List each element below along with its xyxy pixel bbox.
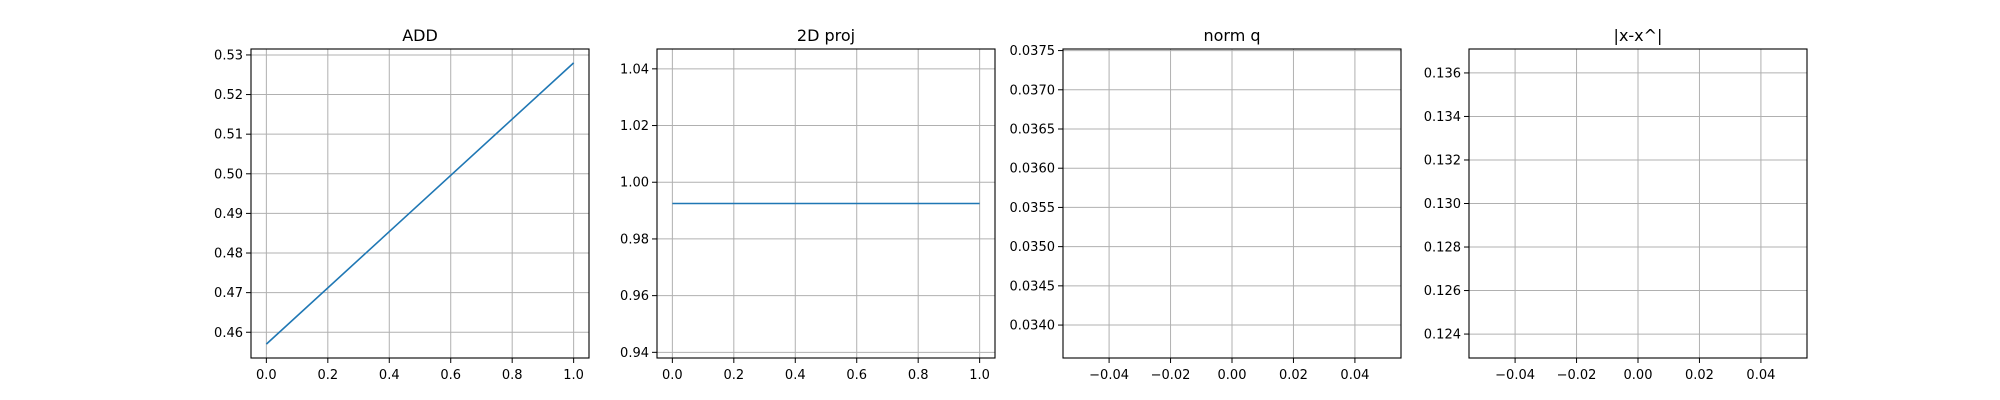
axes-frame	[250, 48, 590, 359]
x-tick-label: 0.0	[256, 368, 277, 383]
x-tick-label: 0.0	[662, 368, 683, 383]
y-tick-label: 0.126	[1424, 284, 1461, 299]
y-tick-label: 0.0360	[1010, 162, 1056, 177]
panel-title: |x-x^|	[1614, 26, 1663, 45]
chart-panel-2d-proj: 2D proj 0.0 0.2 0.4 0.6 0.8 1.0 0.94 0.96 0.98 1.…	[620, 26, 996, 383]
y-tick-label: 0.94	[620, 346, 649, 361]
x-tick-label: −0.02	[1557, 368, 1597, 383]
y-tick-label: 0.124	[1424, 328, 1461, 343]
chart-panel-abs-error: |x-x^| −0.04 −0.02 0.00 0.02 0.04 0.124 0.126 0…	[1424, 26, 1808, 383]
y-tick-label: 1.00	[620, 176, 649, 191]
x-tick-label: 0.6	[440, 368, 461, 383]
panel-title: ADD	[402, 26, 438, 45]
y-tick-label: 0.0375	[1010, 44, 1056, 59]
y-tick-label: 0.52	[214, 88, 243, 103]
x-tick-label: 0.04	[1746, 368, 1775, 383]
x-tick-label: 0.2	[723, 368, 744, 383]
y-tick-label: 0.50	[214, 167, 243, 182]
x-tick-label: 0.00	[1624, 368, 1653, 383]
x-tick-label: 0.4	[379, 368, 400, 383]
x-tick-label: 0.00	[1218, 368, 1247, 383]
y-tick-label: 0.128	[1424, 241, 1461, 256]
y-tick-label: 1.04	[620, 62, 649, 77]
x-tick-label: 0.04	[1340, 368, 1369, 383]
y-tick-label: 0.132	[1424, 153, 1461, 168]
panel-title: norm q	[1203, 26, 1260, 45]
panel-title: 2D proj	[797, 26, 855, 45]
y-tick-label: 0.48	[214, 247, 243, 262]
y-tick-label: 0.96	[620, 289, 649, 304]
x-tick-label: 0.4	[785, 368, 806, 383]
y-tick-label: 0.134	[1424, 110, 1461, 125]
y-tick-label: 1.02	[620, 119, 649, 134]
series-line	[265, 62, 575, 345]
y-tick-label: 0.0345	[1010, 279, 1056, 294]
x-tick-label: 1.0	[563, 368, 584, 383]
y-tick-label: 0.0350	[1010, 240, 1056, 255]
x-tick-label: 0.6	[846, 368, 867, 383]
x-tick-label: −0.02	[1151, 368, 1191, 383]
y-tick-label: 0.0370	[1010, 83, 1056, 98]
axes-frame	[656, 48, 996, 359]
x-tick-label: 0.02	[1279, 368, 1308, 383]
x-tick-label: 0.2	[317, 368, 338, 383]
y-tick-label: 0.47	[214, 286, 243, 301]
y-tick-label: 0.49	[214, 207, 243, 222]
y-tick-label: 0.46	[214, 326, 243, 341]
chart-panel-add: ADD 0.0 0.2 0.4 0.6 0.8 1.0 0.46 0.47 0.48 0.49 0.…	[214, 26, 590, 383]
x-tick-label: 0.8	[908, 368, 929, 383]
x-tick-label: 0.8	[502, 368, 523, 383]
x-tick-label: 0.02	[1685, 368, 1714, 383]
y-tick-label: 0.0355	[1010, 201, 1056, 216]
y-tick-label: 0.0365	[1010, 122, 1056, 137]
chart-panel-norm-q: norm q −0.04 −0.02 0.00 0.02 0.04 0.0340 0.034…	[1010, 26, 1402, 383]
y-tick-label: 0.130	[1424, 197, 1461, 212]
x-tick-label: 1.0	[969, 368, 990, 383]
y-tick-label: 0.0340	[1010, 319, 1056, 334]
y-tick-label: 0.136	[1424, 66, 1461, 81]
x-tick-label: −0.04	[1089, 368, 1129, 383]
y-tick-label: 0.98	[620, 232, 649, 247]
y-tick-label: 0.51	[214, 128, 243, 143]
y-tick-label: 0.53	[214, 48, 243, 63]
x-tick-label: −0.04	[1495, 368, 1535, 383]
